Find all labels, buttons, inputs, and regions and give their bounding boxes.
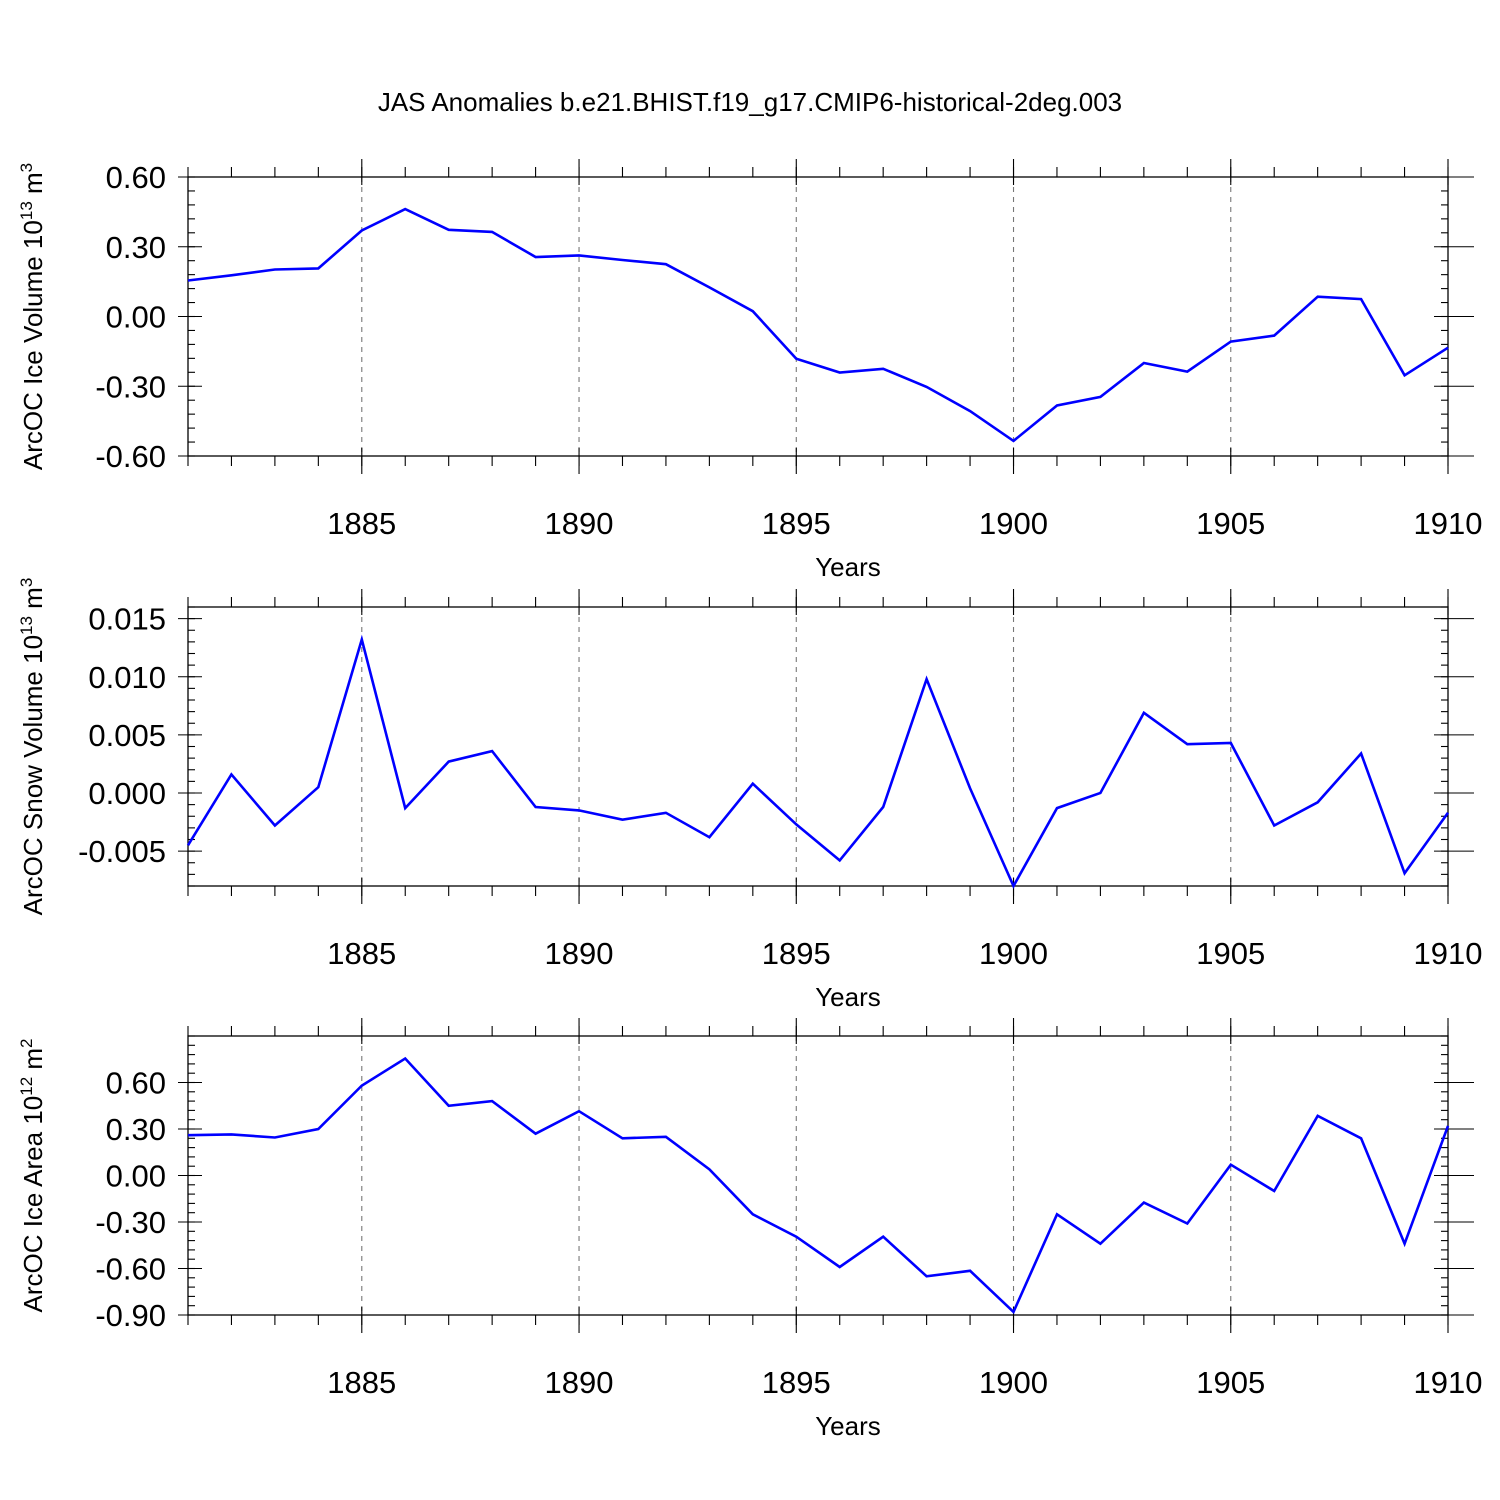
x-tick-label: 1905 xyxy=(1196,936,1265,971)
y-axis-title-superscript: 12 xyxy=(17,1077,36,1096)
y-axis-title-part: ArcOC Ice Volume 10 xyxy=(18,220,48,470)
y-axis-title-superscript: 3 xyxy=(17,578,36,587)
x-axis-title: Years xyxy=(815,552,881,582)
x-tick-label: 1905 xyxy=(1196,1365,1265,1400)
y-tick-label: -0.30 xyxy=(95,369,166,404)
ice-volume-panel: -0.60 -0.30 0.00 0.30 0.60 1885 1890 1895 1900 19… xyxy=(17,159,1482,582)
y-tick-label: 0.60 xyxy=(106,1066,166,1101)
y-axis-title: ArcOC Ice Volume 1013 m3 xyxy=(17,163,48,470)
y-axis-title-superscript: 13 xyxy=(17,616,36,635)
x-axis-title: Years xyxy=(815,1411,881,1441)
y-tick-label: 0.00 xyxy=(106,300,166,335)
y-axis-title-part: m xyxy=(18,587,48,616)
y-tick-label: 0.30 xyxy=(106,230,166,265)
x-tick-label: 1910 xyxy=(1414,1365,1483,1400)
y-tick-label: 0.60 xyxy=(106,160,166,195)
y-tick-label: -0.60 xyxy=(95,439,166,474)
y-tick-label: 0.015 xyxy=(88,602,166,637)
y-tick-label: 0.00 xyxy=(106,1159,166,1194)
y-tick-label: -0.90 xyxy=(95,1298,166,1333)
x-tick-label: 1885 xyxy=(327,1365,396,1400)
y-axis-title-superscript: 3 xyxy=(17,163,36,172)
x-tick-label: 1885 xyxy=(327,506,396,541)
x-tick-label: 1890 xyxy=(545,1365,614,1400)
series-line xyxy=(186,634,1450,889)
y-tick-label: 0.010 xyxy=(88,660,166,695)
x-tick-label: 1900 xyxy=(979,1365,1048,1400)
ice-area-panel: -0.90 -0.60 -0.30 0.00 0.30 0.60 1885 1890 1895 1… xyxy=(17,1018,1482,1441)
x-tick-label: 1885 xyxy=(327,936,396,971)
x-tick-label: 1900 xyxy=(979,506,1048,541)
main-title: JAS Anomalies b.e21.BHIST.f19_g17.CMIP6-… xyxy=(378,87,1122,117)
y-axis-title-part: m xyxy=(18,1048,48,1077)
y-tick-label: 0.005 xyxy=(88,718,166,753)
x-tick-label: 1905 xyxy=(1196,506,1265,541)
x-axis-title: Years xyxy=(815,982,881,1012)
plot-frame xyxy=(187,606,1449,887)
x-tick-label: 1895 xyxy=(762,1365,831,1400)
x-tick-label: 1890 xyxy=(545,936,614,971)
y-tick-label: -0.30 xyxy=(95,1205,166,1240)
y-axis-title-part: m xyxy=(18,172,48,201)
snow-volume-panel: -0.005 0.000 0.005 0.010 0.015 1885 1890 1895 19… xyxy=(17,578,1482,1012)
y-axis-title-superscript: 13 xyxy=(17,201,36,220)
y-axis-title-part: ArcOC Ice Area 10 xyxy=(18,1096,48,1313)
y-tick-label: -0.60 xyxy=(95,1252,166,1287)
y-axis-title: ArcOC Ice Area 1012 m2 xyxy=(17,1038,48,1312)
x-tick-label: 1900 xyxy=(979,936,1048,971)
x-tick-label: 1895 xyxy=(762,936,831,971)
series-line xyxy=(187,1056,1450,1315)
y-tick-label: 0.000 xyxy=(88,776,166,811)
y-axis-title: ArcOC Snow Volume 1013 m3 xyxy=(17,578,48,916)
x-tick-label: 1895 xyxy=(762,506,831,541)
y-axis-title-superscript: 2 xyxy=(17,1038,36,1047)
y-tick-label: 0.30 xyxy=(106,1112,166,1147)
series-line xyxy=(187,207,1449,443)
y-tick-label: -0.005 xyxy=(78,834,166,869)
plot-frame xyxy=(187,1035,1449,1316)
x-tick-label: 1910 xyxy=(1414,936,1483,971)
x-tick-label: 1910 xyxy=(1414,506,1483,541)
y-axis-title-part: ArcOC Snow Volume 10 xyxy=(18,635,48,915)
x-tick-label: 1890 xyxy=(545,506,614,541)
plot-frame xyxy=(187,176,1449,457)
